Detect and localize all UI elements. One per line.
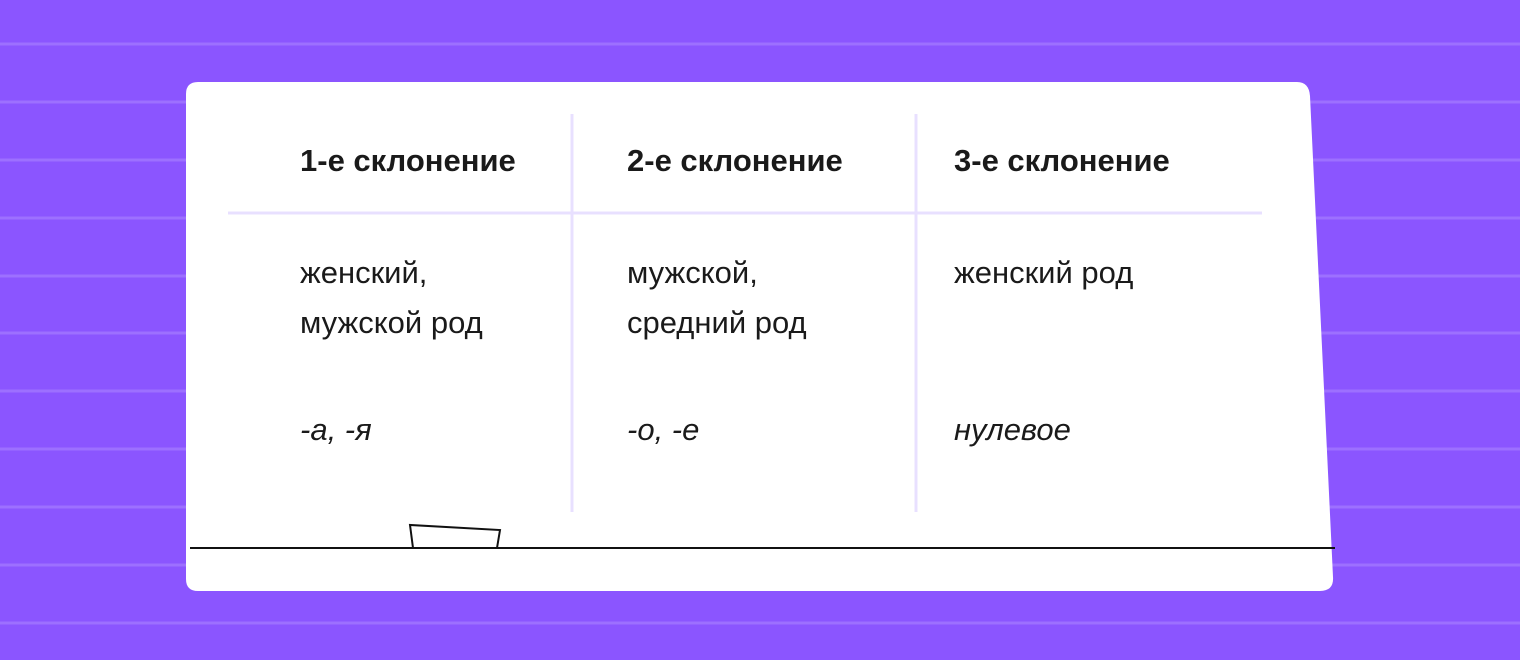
card	[186, 82, 1334, 591]
box-shape	[408, 523, 502, 549]
header-declension-2: 2-е склонение	[627, 143, 843, 178]
gender-cell-1: женский, мужской род	[300, 255, 483, 340]
ending-cell-3: нулевое	[954, 412, 1071, 447]
ending-cell-2: -о, -е	[627, 412, 700, 447]
header-declension-3: 3-е склонение	[954, 143, 1170, 178]
gender-cell-3: женский род	[954, 255, 1134, 290]
gender-cell-2: мужской, средний род	[627, 255, 807, 340]
ending-cell-1: -а, -я	[300, 412, 372, 447]
header-declension-1: 1-е склонение	[300, 143, 516, 178]
